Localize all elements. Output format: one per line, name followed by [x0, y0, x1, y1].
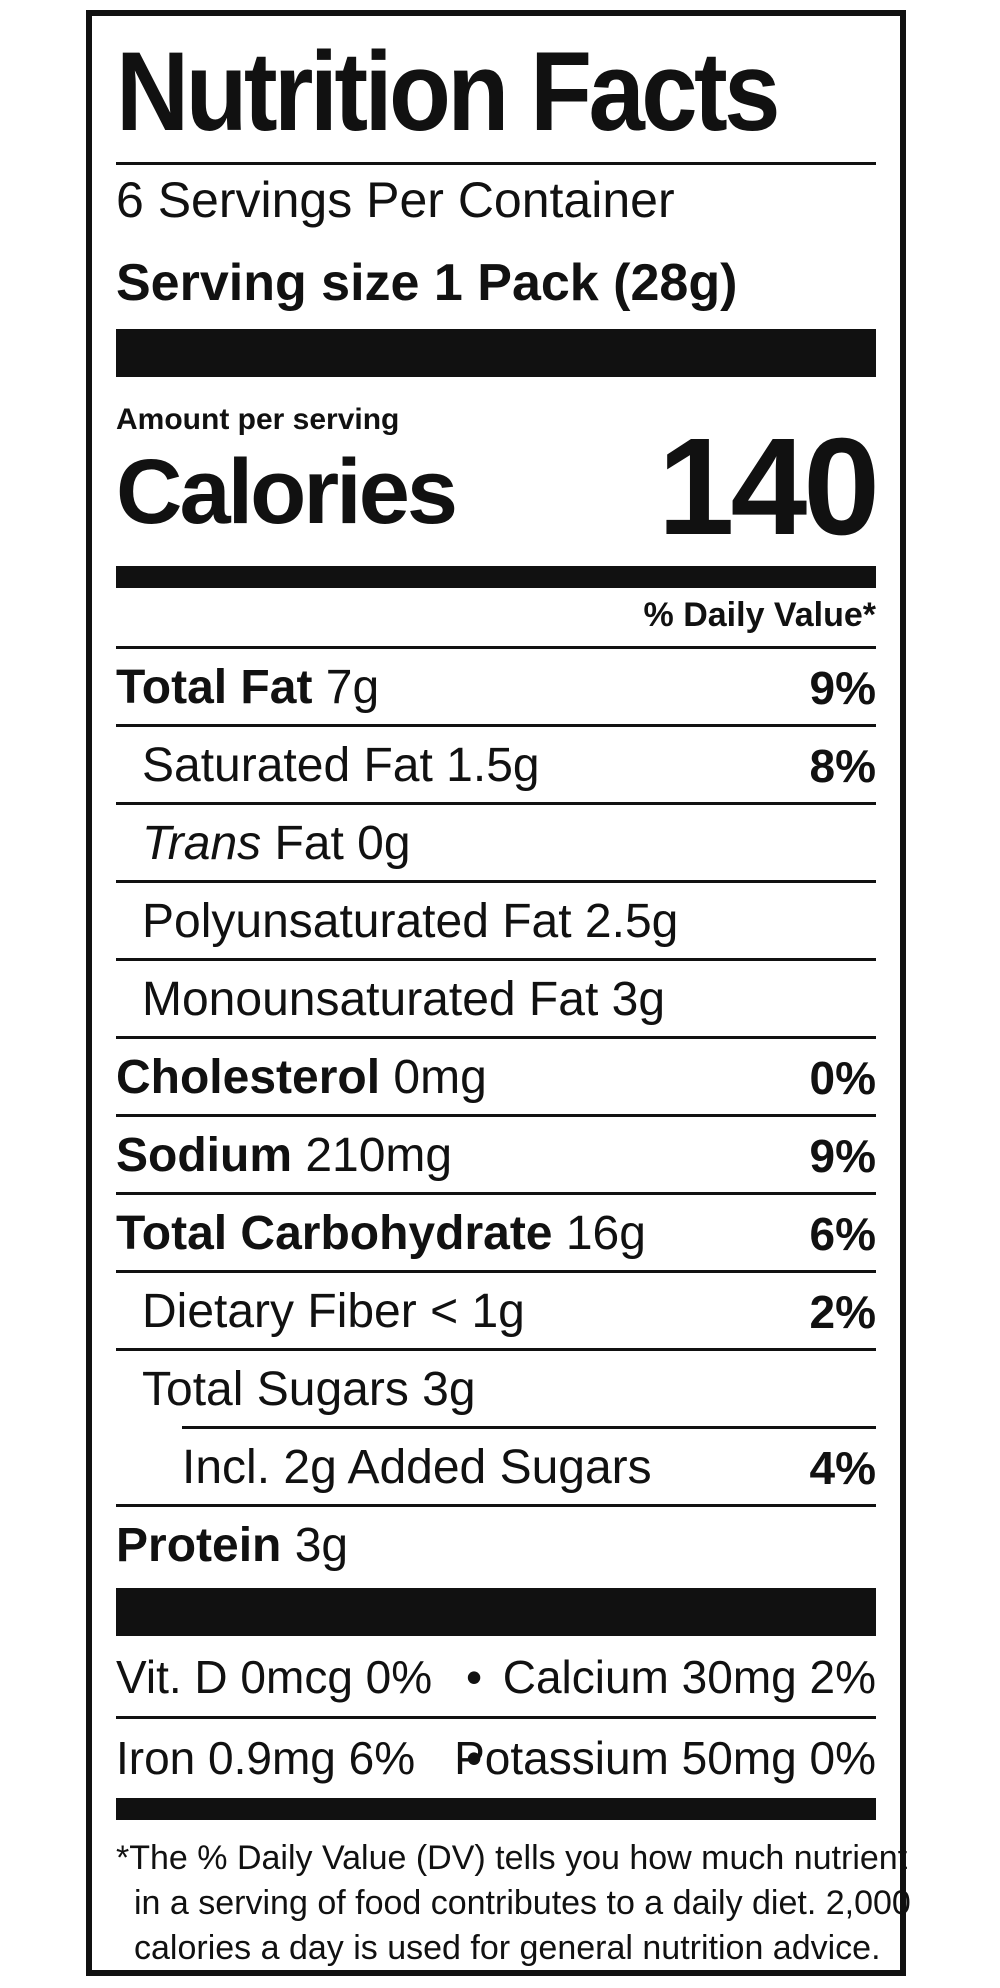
footnote-line: calories a day is used for general nutri…: [134, 1929, 881, 1967]
nutrient-dv: 2%: [809, 1286, 876, 1338]
vitamin-left: Iron 0.9mg 6%: [116, 1732, 416, 1784]
nutrient-name: Cholesterol: [116, 1051, 381, 1104]
nutrient-row-protein: Protein 3g: [116, 1507, 876, 1585]
nutrient-row-dietary-fiber: Dietary Fiber < 1g 2%: [116, 1273, 876, 1351]
nutrient-name: Saturated Fat 1.5g: [142, 739, 540, 792]
nutrient-name-italic: Trans: [142, 817, 262, 870]
nutrient-amount: 3g: [281, 1519, 349, 1572]
nutrient-name: Total Sugars 3g: [142, 1363, 476, 1416]
nutrient-row-saturated-fat: Saturated Fat 1.5g 8%: [116, 727, 876, 805]
nutrient-amount: 210mg: [292, 1129, 453, 1182]
calories-value: 140: [657, 410, 880, 564]
nutrient-name: Polyunsaturated Fat 2.5g: [142, 895, 679, 948]
nutrient-dv: 6%: [809, 1208, 876, 1260]
serving-size: Serving size 1 Pack (28g): [116, 254, 738, 312]
nutrient-row-sodium: Sodium 210mg 9%: [116, 1117, 876, 1195]
footnote-line: *The % Daily Value (DV) tells you how mu…: [116, 1839, 908, 1877]
nutrient-name: Protein: [116, 1519, 282, 1572]
nutrient-name: Sodium: [116, 1129, 292, 1182]
calories-label: Calories: [116, 441, 458, 543]
nutrient-dv: 9%: [809, 1130, 876, 1182]
vitamin-right: Calcium 30mg 2%: [502, 1651, 876, 1703]
divider: [116, 1716, 876, 1719]
nutrient-row-polyunsaturated-fat: Polyunsaturated Fat 2.5g: [116, 883, 876, 961]
divider: [116, 162, 876, 165]
nutrient-amount: 16g: [552, 1207, 646, 1260]
thick-divider: [116, 329, 876, 377]
vitamin-right: Potassium 50mg 0%: [454, 1732, 876, 1784]
nutrient-name: Fat 0g: [261, 817, 411, 870]
nutrition-label: Nutrition Facts 6 Servings Per Container…: [86, 10, 911, 1976]
nutrient-name: Dietary Fiber < 1g: [142, 1285, 525, 1338]
amount-per-serving: Amount per serving: [116, 403, 400, 436]
vitamin-row-2: Iron 0.9mg 6% • Potassium 50mg 0%: [116, 1719, 876, 1797]
bullet-separator: •: [466, 1732, 483, 1784]
nutrient-amount: 7g: [312, 661, 380, 714]
divider: [116, 646, 876, 649]
nutrient-name: Total Carbohydrate: [116, 1207, 553, 1260]
daily-value-header: % Daily Value*: [643, 596, 876, 634]
nutrient-name: Monounsaturated Fat 3g: [142, 973, 666, 1026]
nutrient-dv: 0%: [809, 1052, 876, 1104]
daily-value-footnote: *The % Daily Value (DV) tells you how mu…: [116, 1836, 911, 1971]
nutrient-row-added-sugars: Incl. 2g Added Sugars 4%: [116, 1429, 876, 1507]
nutrient-dv: 9%: [809, 662, 876, 714]
nutrient-row-cholesterol: Cholesterol 0mg 0%: [116, 1039, 876, 1117]
nutrient-amount: 0mg: [380, 1051, 487, 1104]
vitamin-row-1: Vit. D 0mcg 0% • Calcium 30mg 2%: [116, 1638, 876, 1716]
nutrient-row-trans-fat: Trans Fat 0g: [116, 805, 876, 883]
nutrient-row-total-fat: Total Fat 7g 9%: [116, 649, 876, 727]
nutrient-row-total-carbohydrate: Total Carbohydrate 16g 6%: [116, 1195, 876, 1273]
label-title: Nutrition Facts: [116, 29, 780, 154]
nutrition-label-body: Nutrition Facts 6 Servings Per Container…: [116, 16, 911, 1971]
bullet-separator: •: [466, 1651, 483, 1703]
vitamin-left: Vit. D 0mcg 0%: [116, 1651, 433, 1703]
nutrient-row-monounsaturated-fat: Monounsaturated Fat 3g: [116, 961, 876, 1039]
medium-divider: [116, 566, 876, 588]
nutrient-row-total-sugars: Total Sugars 3g: [116, 1351, 876, 1429]
nutrient-dv: 8%: [809, 740, 876, 792]
footnote-line: in a serving of food contributes to a da…: [134, 1884, 911, 1922]
nutrient-dv: 4%: [809, 1442, 876, 1494]
nutrient-name: Incl. 2g Added Sugars: [182, 1441, 652, 1494]
thick-divider: [116, 1588, 876, 1636]
nutrient-name: Total Fat: [116, 661, 313, 714]
servings-per-container: 6 Servings Per Container: [116, 172, 675, 228]
medium-divider: [116, 1798, 876, 1820]
